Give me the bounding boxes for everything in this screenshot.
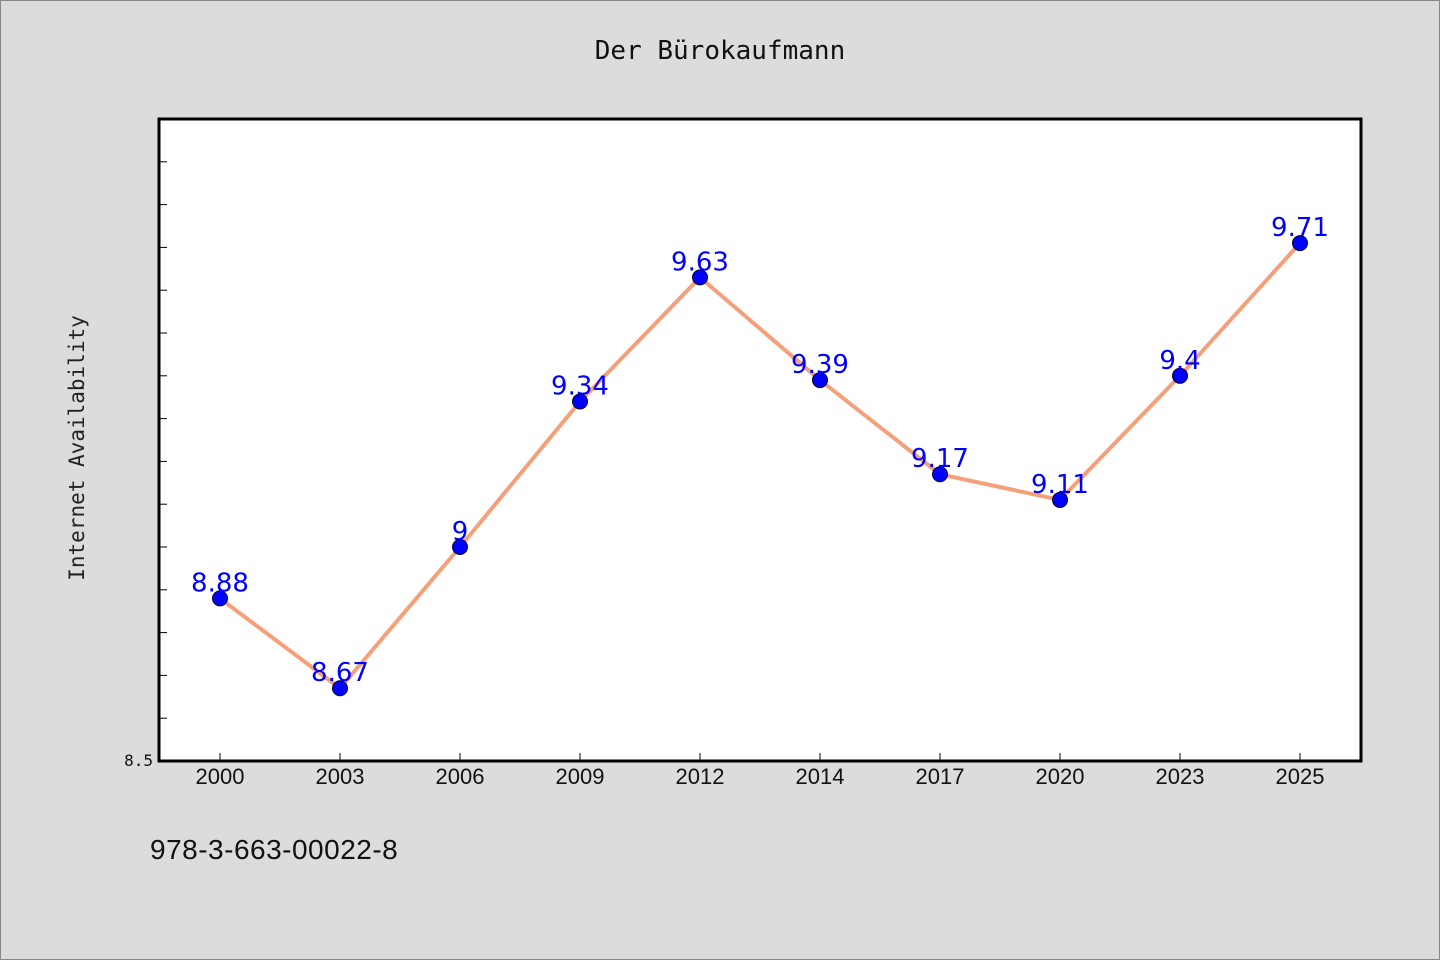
x-tick-label: 2006 xyxy=(436,764,485,789)
data-label: 9.63 xyxy=(671,247,729,277)
x-tick-label: 2017 xyxy=(916,764,965,789)
data-point-marker xyxy=(1172,367,1188,384)
x-tick-label: 2014 xyxy=(796,764,845,789)
data-label: 9.71 xyxy=(1271,213,1329,243)
data-label: 9.34 xyxy=(551,371,609,401)
data-label: 8.88 xyxy=(191,568,249,598)
y-tick-label: 8.5 xyxy=(124,751,153,770)
series-line-group xyxy=(218,241,1302,691)
x-tick-label: 2003 xyxy=(316,764,365,789)
isbn-footer: 978-3-663-00022-8 xyxy=(150,834,399,865)
data-point-marker xyxy=(812,372,828,389)
data-label: 9.39 xyxy=(791,350,849,380)
y-axis-label: Internet Availability xyxy=(65,315,89,581)
data-label: 9.4 xyxy=(1159,346,1200,376)
y-axis-ticks xyxy=(159,161,167,762)
plot-area xyxy=(157,117,1363,763)
data-label: 8.67 xyxy=(311,658,369,688)
data-point-marker xyxy=(572,393,588,410)
data-point-marker xyxy=(212,590,228,607)
data-point-marker xyxy=(692,269,708,286)
x-tick-label: 2020 xyxy=(1036,764,1085,789)
x-tick-label: 2025 xyxy=(1276,764,1325,789)
x-tick-label: 2012 xyxy=(676,764,725,789)
series-line xyxy=(218,241,1302,691)
x-tick-label: 2023 xyxy=(1156,764,1205,789)
data-label: 9.11 xyxy=(1031,470,1089,500)
data-label: 9.17 xyxy=(911,444,969,474)
data-point-marker xyxy=(1052,491,1068,508)
x-tick-label: 2009 xyxy=(556,764,605,789)
data-labels-group: 8.88 8.67 9 9.34 9.63 9.39 9.17 9.11 9.4 9.71 xyxy=(191,213,1329,688)
chart-title: Der Bürokaufmann xyxy=(594,36,846,66)
x-tick-label: 2000 xyxy=(196,764,245,789)
data-point-marker xyxy=(932,466,948,483)
data-point-marker xyxy=(1292,235,1308,252)
x-axis-ticks: 2000 2003 2006 2009 2012 2014 2017 2020 2023 2025 xyxy=(196,753,1325,789)
data-point-marker xyxy=(332,680,348,697)
data-point-marker xyxy=(452,539,468,555)
series-markers-group xyxy=(212,235,1308,697)
data-label: 9 xyxy=(452,517,469,547)
